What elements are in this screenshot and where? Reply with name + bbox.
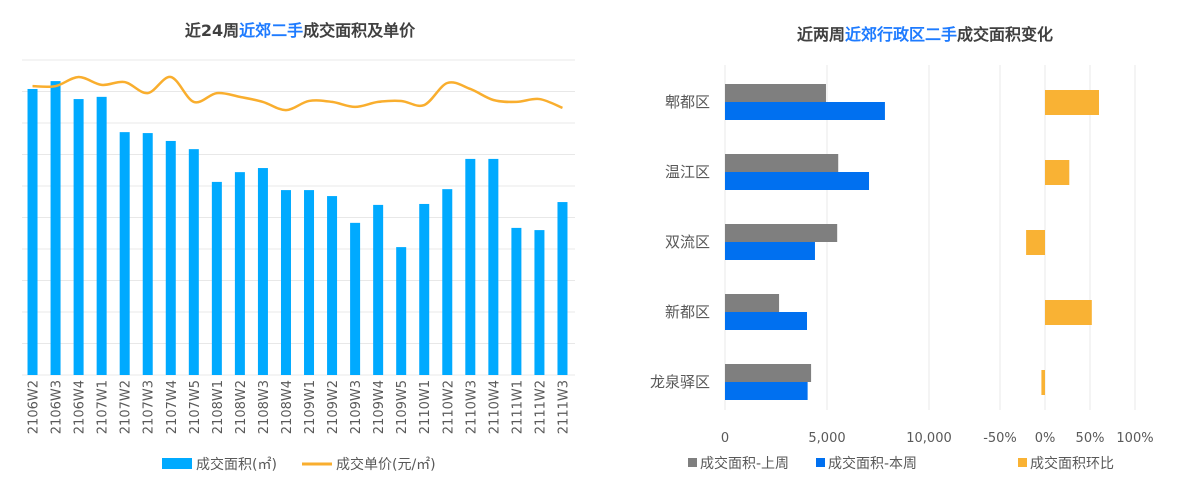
- area-bar: [119, 132, 130, 375]
- area-bar: [188, 149, 199, 375]
- area-bar: [73, 99, 84, 375]
- x-tick-label: 2107W1: [96, 380, 111, 434]
- x-tick-label: 5,000: [808, 431, 845, 446]
- x-tick-label: 2107W3: [142, 380, 157, 434]
- x-tick-label: 2111W2: [533, 380, 548, 434]
- right-chart-title: 近两周近郊行政区二手成交面积变化: [797, 25, 1053, 44]
- x-tick-label: 2110W4: [487, 380, 502, 434]
- area-bar: [304, 190, 315, 375]
- x-tick-label: 2106W3: [50, 380, 65, 434]
- area-bar: [165, 140, 176, 375]
- x-tick-label: 2107W2: [119, 380, 134, 434]
- legend-swatch-prev-week: [688, 458, 697, 467]
- legend-swatch-this-week: [816, 458, 825, 467]
- x-tick-label: 2110W1: [418, 380, 433, 434]
- change-tick-label: -50%: [983, 431, 1017, 446]
- x-tick-label: 2110W2: [441, 380, 456, 434]
- x-tick-label: 2109W5: [395, 380, 410, 434]
- x-tick-label: 2110W3: [464, 380, 479, 434]
- x-tick-label: 2108W2: [234, 380, 249, 434]
- x-tick-label: 2107W4: [165, 380, 180, 434]
- category-label: 双流区: [665, 233, 710, 251]
- change-tick-label: 100%: [1116, 431, 1153, 446]
- area-bar: [327, 196, 338, 375]
- change-bar: [1045, 300, 1092, 325]
- category-label: 郫都区: [665, 93, 710, 111]
- area-bar: [211, 181, 222, 375]
- area-bar: [234, 172, 245, 375]
- change-tick-label: 0%: [1035, 431, 1056, 446]
- area-bar: [488, 158, 499, 375]
- area-bar: [50, 81, 61, 375]
- area-bar: [419, 203, 430, 375]
- this-week-bar: [725, 172, 870, 190]
- x-tick-label: 2106W4: [73, 380, 88, 434]
- legend-label-this-week: 成交面积-本周: [828, 455, 917, 472]
- legend-label-prev-week: 成交面积-上周: [700, 455, 789, 472]
- legend-label-area: 成交面积(㎡): [196, 456, 277, 473]
- category-label: 温江区: [665, 163, 710, 181]
- x-tick-label: 2111W3: [556, 380, 571, 434]
- this-week-bar: [725, 242, 815, 260]
- area-bar: [442, 189, 453, 375]
- this-week-bar: [725, 102, 885, 120]
- left-chart: 2106W2 2106W3 2106W4 2107W1 2107W2 2107W3 2107…: [22, 59, 575, 434]
- x-tick-label: 10,000: [906, 431, 952, 446]
- x-tick-label: 2108W1: [211, 380, 226, 434]
- legend-swatch-change: [1018, 458, 1027, 467]
- x-tick-label: 2111W1: [510, 380, 525, 434]
- x-tick-label: 2109W4: [372, 380, 387, 434]
- change-bar: [1026, 230, 1045, 255]
- change-bar: [1045, 160, 1070, 185]
- this-week-bar: [725, 312, 808, 330]
- prev-week-bar: [725, 294, 780, 312]
- area-bar: [557, 202, 568, 375]
- this-week-bar: [725, 382, 808, 400]
- x-tick-label: 2108W4: [280, 380, 295, 434]
- x-tick-label: 2107W5: [188, 380, 203, 434]
- x-tick-label: 2109W3: [349, 380, 364, 434]
- legend-swatch-area: [162, 458, 192, 469]
- area-bar: [142, 133, 153, 375]
- area-bar: [257, 168, 268, 375]
- category-label: 龙泉驿区: [650, 373, 710, 391]
- x-tick-label: 2109W1: [303, 380, 318, 434]
- legend-label-price: 成交单价(元/㎡): [336, 456, 436, 473]
- area-bar: [511, 227, 522, 375]
- prev-week-bar: [725, 84, 826, 102]
- price-line: [32, 75, 563, 112]
- area-bar: [96, 96, 107, 375]
- area-bar: [350, 222, 361, 375]
- area-bar: [373, 204, 384, 375]
- change-bar: [1045, 90, 1099, 115]
- x-tick-label: 2108W3: [257, 380, 272, 434]
- category-label: 新都区: [665, 303, 710, 321]
- prev-week-bar: [725, 224, 838, 242]
- prev-week-bar: [725, 364, 812, 382]
- area-bar: [27, 88, 38, 375]
- legend-label-change: 成交面积环比: [1030, 455, 1114, 472]
- area-bar: [534, 230, 545, 375]
- left-chart-title: 近24周近郊二手成交面积及单价: [185, 21, 416, 40]
- change-tick-label: 50%: [1076, 431, 1105, 446]
- right-chart: 0 5,000 10,000 -50% 0% 50% 100% 郫都区温江区双流区新都区龙泉驿…: [650, 65, 1154, 446]
- change-bar: [1041, 370, 1045, 395]
- x-tick-label: 0: [721, 431, 729, 446]
- area-bar: [280, 190, 291, 375]
- area-bar: [396, 247, 407, 375]
- x-tick-label: 2109W2: [326, 380, 341, 434]
- prev-week-bar: [725, 154, 839, 172]
- area-bar: [465, 158, 476, 375]
- x-tick-label: 2106W2: [27, 380, 42, 434]
